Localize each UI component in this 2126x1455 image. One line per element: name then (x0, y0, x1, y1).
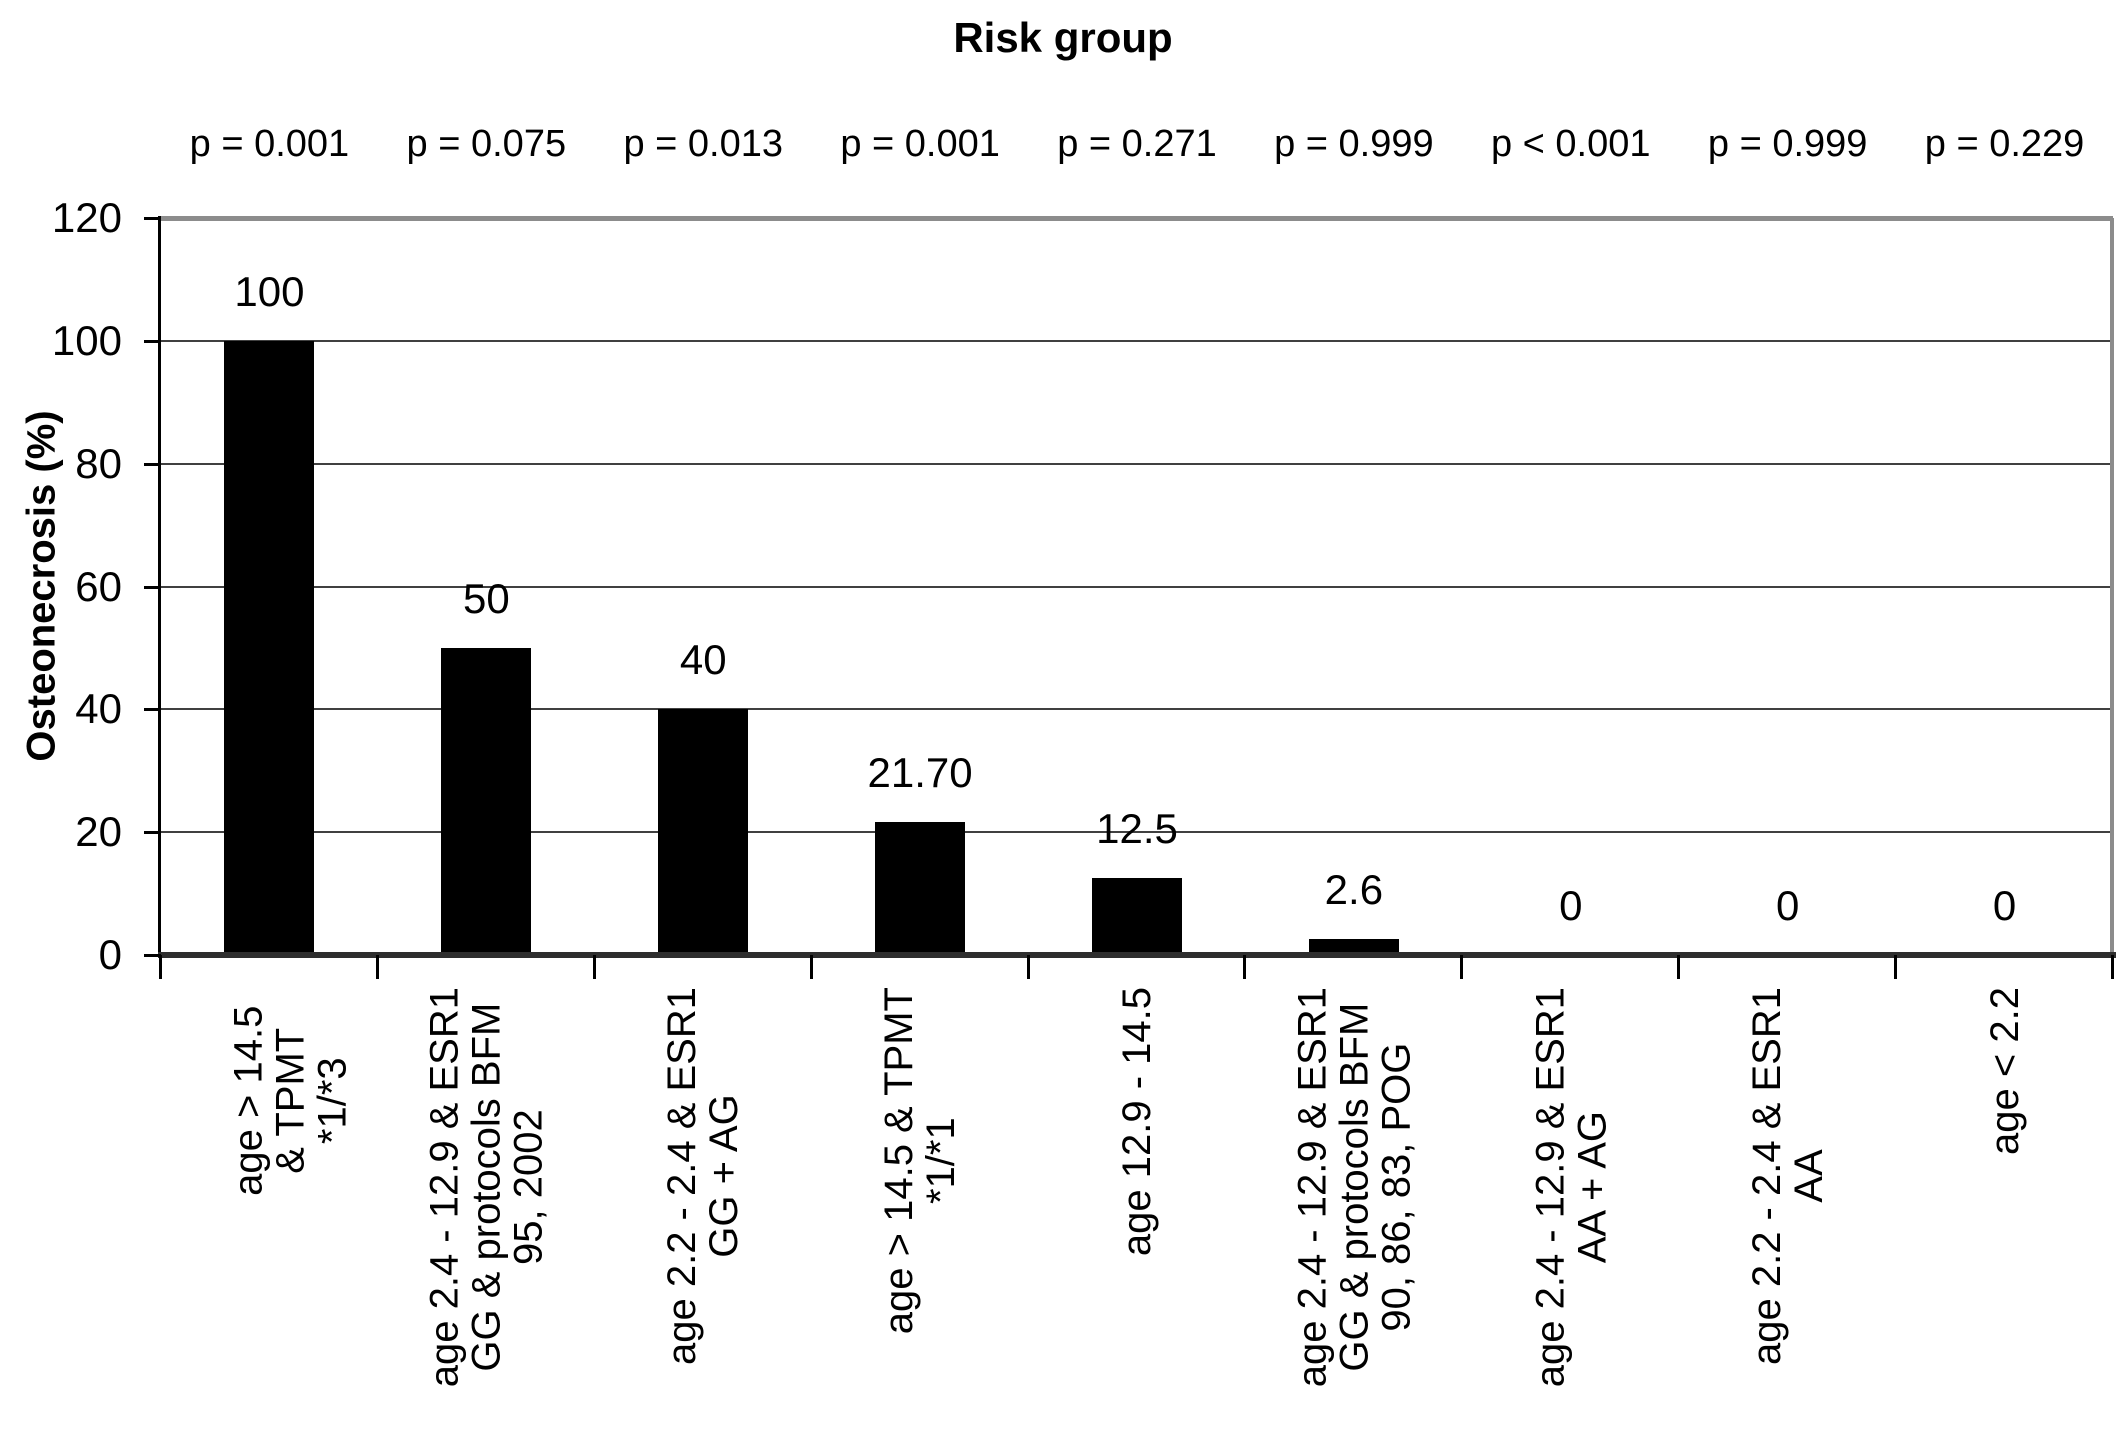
y-tick-mark (144, 339, 161, 343)
gridline (161, 708, 2113, 711)
x-tick-mark (1243, 955, 1247, 979)
x-axis-category-label: age 12.9 - 14.5 (1115, 987, 1159, 1257)
p-value-label: p = 0.271 (1057, 123, 1217, 165)
bar (875, 821, 966, 957)
y-tick-mark (144, 831, 161, 835)
x-tick-mark (159, 955, 162, 979)
x-axis-category-label: age > 14.5 & TPMT *1/*1 (877, 987, 964, 1335)
x-axis-category-label: age 2.4 - 12.9 & ESR1 GG & protocols BFM… (422, 987, 551, 1388)
bar-value-label: 40 (679, 636, 727, 684)
y-tick-mark (144, 585, 161, 589)
bar (658, 709, 749, 957)
x-axis-category-label: age 2.2 - 2.4 & ESR1 GG + AG (660, 987, 747, 1366)
y-tick-label: 100 (51, 316, 122, 364)
x-axis-category-label: age > 14.5 & TPMT *1/*3 (226, 1005, 355, 1196)
x-axis-category-label: age 2.4 - 12.9 & ESR1 AA + AG (1527, 987, 1614, 1388)
gridline (161, 462, 2113, 465)
bar (224, 340, 315, 957)
y-tick-label: 120 (51, 194, 122, 241)
x-axis-category-label: age 2.4 - 12.9 & ESR1 GG & protocols BFM… (1289, 987, 1418, 1388)
p-value-label: p = 0.013 (623, 123, 783, 165)
chart-title: Risk group (953, 14, 1173, 61)
plot-border-top (161, 216, 2113, 221)
y-tick-label: 40 (75, 685, 122, 733)
x-tick-mark (592, 955, 596, 979)
x-tick-mark (2111, 955, 2114, 979)
bar-value-label: 21.70 (867, 748, 973, 796)
y-tick-label: 60 (75, 562, 122, 610)
y-tick-mark (144, 954, 161, 957)
x-tick-mark (1026, 955, 1030, 979)
y-tick-label: 80 (75, 439, 122, 487)
y-tick-mark (144, 217, 161, 220)
bar (441, 647, 532, 957)
y-tick-mark (144, 708, 161, 712)
p-value-label: p < 0.001 (1490, 123, 1651, 165)
p-value-label: p = 0.001 (840, 123, 1000, 165)
gridline (161, 585, 2113, 588)
p-value-label: p = 0.075 (406, 123, 567, 165)
x-axis-line (158, 952, 2116, 958)
bar-value-label: 0 (1775, 882, 1800, 929)
x-tick-mark (375, 955, 379, 979)
bar-value-label: 50 (462, 574, 510, 622)
gridline (161, 339, 2113, 342)
bar-value-label: 12.5 (1096, 805, 1178, 853)
p-value-label: p = 0.229 (1924, 123, 2085, 165)
bar-value-label: 100 (234, 267, 305, 315)
p-value-label: p = 0.999 (1707, 123, 1868, 165)
bar (1092, 878, 1182, 957)
x-axis-category-label: age 2.2 - 2.4 & ESR1 AA (1744, 987, 1831, 1366)
x-tick-mark (809, 955, 813, 979)
bar-value-label: 0 (1559, 882, 1583, 929)
x-axis-category-label: age < 2.2 (1982, 987, 2027, 1155)
bar-value-label: 0 (1992, 882, 2017, 929)
p-value-label: p = 0.001 (189, 123, 350, 165)
y-tick-label: 20 (75, 808, 122, 856)
y-tick-label: 0 (98, 931, 122, 978)
x-tick-mark (1460, 955, 1464, 979)
x-tick-mark (1894, 955, 1898, 979)
bar-value-label: 2.6 (1324, 866, 1384, 914)
y-tick-mark (144, 462, 161, 466)
gridline (161, 831, 2113, 834)
p-value-label: p = 0.999 (1274, 123, 1434, 165)
plot-border-right (2110, 218, 2114, 955)
x-tick-mark (1677, 955, 1681, 979)
